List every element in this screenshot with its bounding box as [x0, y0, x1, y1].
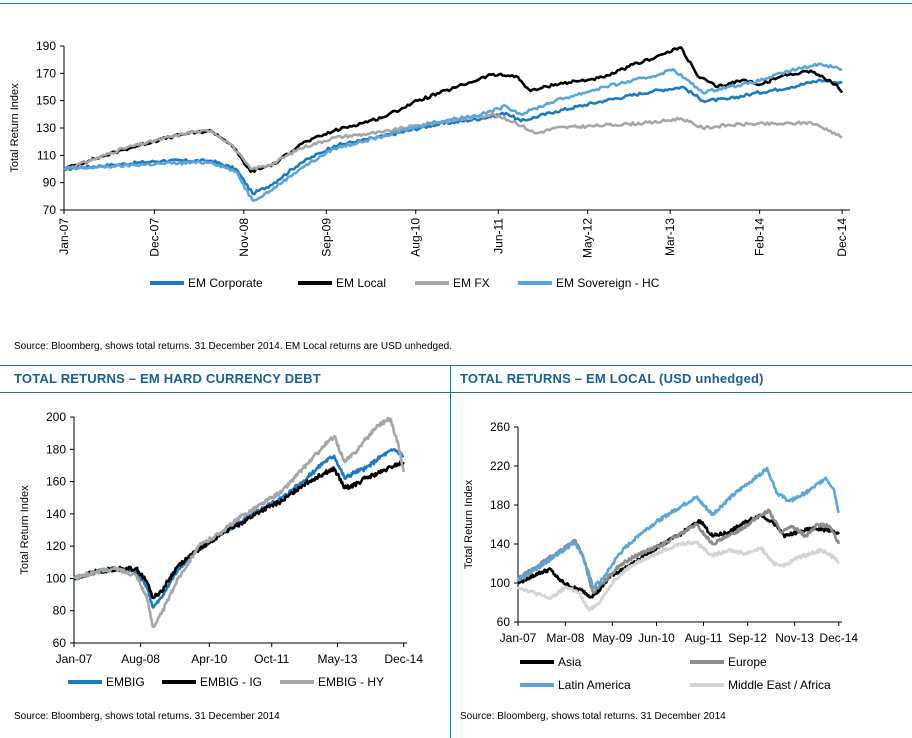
y-axis-title: Total Return Index — [463, 479, 475, 569]
legend-label: EMBIG — [106, 675, 145, 689]
series-line — [63, 62, 843, 202]
legend-label: EM Sovereign - HC — [556, 276, 660, 290]
x-tick-label: Sep-09 — [319, 218, 333, 257]
x-tick-label: Dec-07 — [147, 218, 161, 257]
x-tick-label: Jan-07 — [500, 631, 537, 645]
y-tick-label: 190 — [36, 39, 56, 53]
section-title-left: TOTAL RETURNS – EM HARD CURRENCY DEBT — [14, 371, 321, 386]
x-tick-label: Nov-08 — [237, 218, 251, 257]
section-rule-bottom — [0, 392, 912, 393]
y-tick-label: 160 — [46, 475, 66, 489]
x-tick-label: Jun-10 — [638, 631, 675, 645]
y-tick-label: 90 — [43, 176, 57, 190]
x-tick-label: Mar-08 — [546, 631, 584, 645]
series-line — [72, 448, 405, 609]
x-tick-label: Sep-12 — [728, 631, 767, 645]
y-tick-label: 140 — [490, 537, 510, 551]
legend-label: EM Local — [336, 276, 386, 290]
x-tick-label: Mar-13 — [663, 218, 677, 256]
series-line — [516, 508, 841, 595]
legend-label: EMBIG - HY — [318, 675, 384, 689]
section-divider — [450, 365, 451, 738]
y-tick-label: 180 — [46, 442, 66, 456]
legend-label: EM Corporate — [188, 276, 263, 290]
y-tick-label: 120 — [46, 539, 66, 553]
y-tick-label: 170 — [36, 66, 56, 80]
x-tick-label: Aug-11 — [685, 631, 723, 645]
x-tick-label: Nov-13 — [775, 631, 814, 645]
source-note-right: Source: Bloomberg, shows total returns. … — [460, 711, 726, 722]
legend-label: Asia — [558, 655, 582, 669]
y-tick-label: 110 — [37, 148, 56, 162]
y-tick-label: 140 — [46, 507, 66, 521]
x-tick-label: Aug-10 — [409, 218, 423, 257]
series-line — [516, 540, 840, 612]
y-tick-label: 60 — [53, 636, 67, 650]
series-line — [72, 416, 405, 629]
y-tick-label: 150 — [36, 94, 56, 108]
y-tick-label: 220 — [490, 459, 510, 473]
y-axis-title: Total Return Index — [9, 83, 21, 173]
x-tick-label: Dec-14 — [819, 631, 858, 645]
x-tick-label: Aug-08 — [121, 652, 160, 666]
x-tick-label: Jun-11 — [491, 218, 505, 254]
source-note-top: Source: Bloomberg, shows total returns. … — [14, 341, 453, 352]
series-line — [73, 460, 405, 600]
y-tick-label: 260 — [490, 420, 510, 434]
y-tick-label: 100 — [46, 571, 66, 585]
x-tick-label: Dec-14 — [384, 652, 423, 666]
section-title-right: TOTAL RETURNS – EM LOCAL (USD unhedged) — [460, 371, 764, 386]
em-total-returns-chart: 70 90 110 130 150 170 190 Jan-07 Dec-07 Nov-08 Sep… — [9, 39, 850, 290]
x-tick-label: May-09 — [592, 631, 632, 645]
x-tick-label: Jan-07 — [57, 218, 71, 255]
legend-label: EM FX — [453, 276, 490, 290]
y-tick-label: 130 — [36, 121, 56, 135]
em-hard-currency-chart: 60 80 100 120 140 160 180 200 Jan-07 Aug-08 Apr-10… — [19, 410, 423, 689]
series-line — [63, 46, 844, 173]
section-rule-top — [0, 365, 912, 366]
x-tick-label: Feb-14 — [753, 218, 767, 256]
series-line — [516, 466, 841, 589]
legend-label: Middle East / Africa — [728, 678, 831, 692]
source-note-left: Source: Bloomberg, shows total returns. … — [14, 711, 280, 722]
legend-label: Latin America — [558, 678, 631, 692]
em-local-chart: 60 100 140 180 220 260 Jan-07 Mar-08 May-09 Jun-1… — [463, 420, 858, 692]
y-axis-title: Total Return Index — [19, 485, 31, 575]
x-tick-label: May-13 — [317, 652, 357, 666]
x-tick-label: May-12 — [581, 218, 595, 258]
y-tick-label: 70 — [43, 203, 57, 217]
x-tick-label: Dec-14 — [835, 218, 849, 257]
y-tick-label: 80 — [53, 604, 67, 618]
y-tick-label: 100 — [490, 576, 510, 590]
top-rule — [0, 3, 912, 4]
y-tick-label: 60 — [497, 615, 511, 629]
y-tick-label: 180 — [490, 498, 510, 512]
y-tick-label: 200 — [46, 410, 66, 424]
legend-label: Europe — [728, 655, 767, 669]
series-line — [63, 78, 843, 196]
x-tick-label: Oct-11 — [254, 652, 289, 666]
x-tick-label: Apr-10 — [191, 652, 227, 666]
x-tick-label: Jan-07 — [56, 652, 93, 666]
legend-label: EMBIG - IG — [200, 675, 262, 689]
